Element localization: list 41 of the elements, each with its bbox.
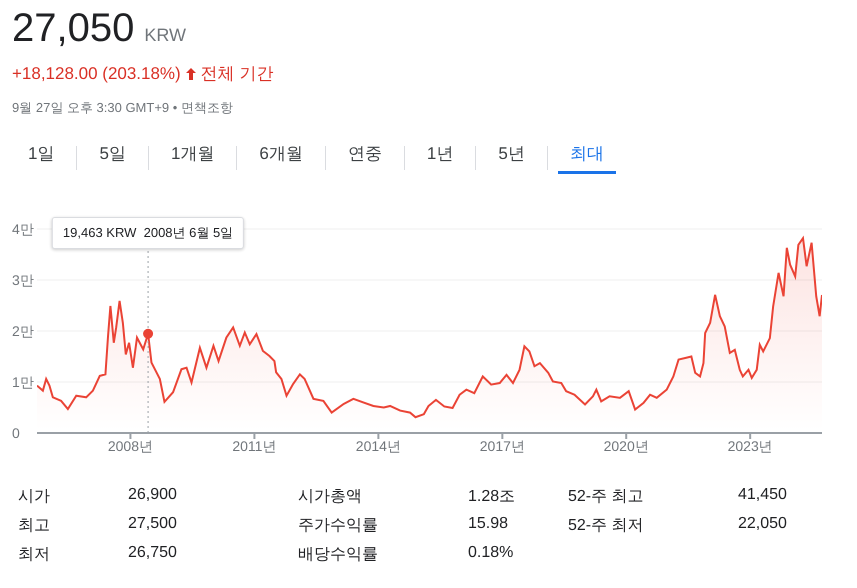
- text: 주가수익률: [298, 516, 379, 536]
- y-tick-label: 0: [12, 424, 20, 441]
- text: 26,900: [128, 486, 178, 505]
- text: 최저: [18, 545, 51, 565]
- text: 1개월: [158, 142, 226, 174]
- chart-title: 27,050: [12, 6, 134, 51]
- text: 26,750: [128, 544, 178, 563]
- text: 연중: [336, 142, 394, 174]
- text: 1년: [414, 142, 466, 174]
- text: 최고: [18, 516, 51, 536]
- text: 시가: [18, 487, 51, 507]
- chart-subtitle: KRW: [144, 25, 186, 46]
- text: 22,050: [738, 515, 788, 534]
- x-tick-label: 2020년: [604, 438, 649, 454]
- x-tick-label: 2014년: [356, 438, 401, 454]
- text: 배당수익률: [298, 545, 379, 565]
- y-tick-label: 1만: [12, 374, 34, 390]
- x-tick-label: 2017년: [480, 438, 525, 454]
- y-tick-label: 3만: [12, 272, 34, 288]
- x-tick-label: 2008년: [108, 438, 154, 454]
- text: 9월 27일 오후 3:30 GMT+9 • 면책조항: [12, 99, 233, 117]
- text: 시가총액: [298, 487, 363, 507]
- text: 27,500: [128, 515, 178, 534]
- text: 5일: [87, 142, 138, 174]
- y-tick-label: 2만: [12, 322, 34, 339]
- text: +18,128.00 (203.18%): [12, 64, 181, 84]
- x-tick-label: 2023년: [728, 438, 773, 454]
- text: 5년: [486, 142, 537, 174]
- annotation: 19,463 KRW 2008년 6월 5일: [52, 217, 244, 249]
- text: 52-주 최고: [568, 487, 645, 507]
- text: 6개월: [247, 142, 315, 174]
- x-tick-label: 2011년: [232, 438, 276, 454]
- text: 41,450: [738, 486, 788, 505]
- text: 0.18%: [468, 544, 514, 563]
- text: 52-주 최저: [568, 516, 645, 536]
- text: 1일: [16, 142, 66, 174]
- y-tick-label: 4만: [12, 220, 34, 237]
- text: 최대: [558, 142, 616, 174]
- text: 전체 기간: [200, 63, 274, 85]
- text: 1.28조: [468, 487, 516, 507]
- text: 15.98: [468, 515, 510, 534]
